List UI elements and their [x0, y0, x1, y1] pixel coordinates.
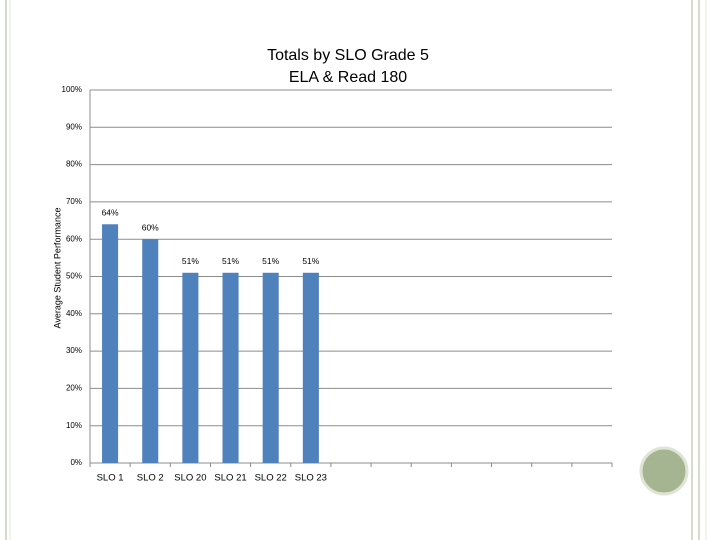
bar	[222, 272, 239, 463]
bar	[142, 239, 159, 463]
bar	[262, 272, 279, 463]
bar	[102, 224, 119, 463]
y-tick-label: 20%	[66, 384, 82, 393]
slide-ornament	[639, 446, 689, 496]
y-tick-label: 60%	[66, 234, 82, 243]
y-tick-label: 90%	[66, 122, 82, 131]
value-label: 51%	[302, 256, 319, 266]
value-label: 60%	[142, 222, 159, 232]
x-tick-label: SLO 1	[97, 473, 124, 484]
y-tick-label: 40%	[66, 309, 82, 318]
y-tick-label: 50%	[66, 272, 82, 281]
y-tick-label: 30%	[66, 346, 82, 355]
y-tick-label: 0%	[70, 458, 82, 467]
chart-title: ELA & Read 180	[289, 69, 407, 86]
y-tick-label: 80%	[66, 160, 82, 169]
value-label: 51%	[262, 256, 279, 266]
x-tick-label: SLO 20	[174, 473, 206, 484]
y-tick-label: 70%	[66, 197, 82, 206]
x-tick-label: SLO 23	[295, 473, 327, 484]
y-axis-label: Average Student Performance	[52, 208, 62, 329]
chart-title: Totals by SLO Grade 5	[267, 47, 429, 64]
y-tick-label: 100%	[62, 85, 82, 94]
x-tick-label: SLO 22	[255, 473, 287, 484]
value-label: 64%	[102, 208, 119, 218]
value-label: 51%	[222, 256, 239, 266]
x-tick-label: SLO 2	[137, 473, 164, 484]
bar	[302, 272, 319, 463]
value-label: 51%	[182, 256, 199, 266]
x-tick-label: SLO 21	[214, 473, 246, 484]
y-tick-label: 10%	[66, 421, 82, 430]
bar	[182, 272, 199, 463]
